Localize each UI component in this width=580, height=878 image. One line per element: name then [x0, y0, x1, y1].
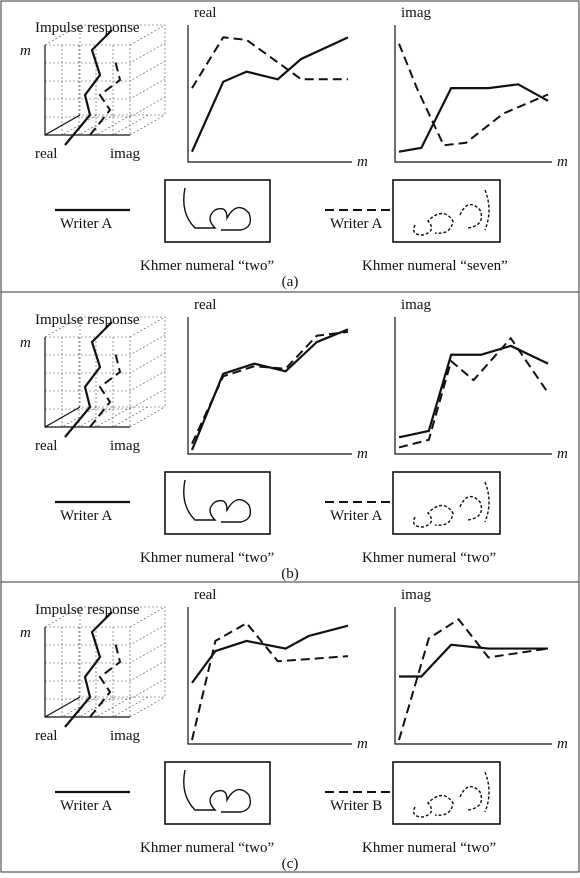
dashed-curve [399, 44, 548, 146]
legend-label: Writer A [60, 508, 112, 524]
chart-label: real [194, 587, 216, 603]
legend-label: Writer A [330, 508, 382, 524]
impulse-curve [65, 30, 112, 145]
cube-axis-label: imag [110, 438, 140, 454]
dashed-curve [192, 623, 348, 740]
cube-axis-label: real [35, 728, 57, 744]
cube-axis-label: real [35, 146, 57, 162]
panel-label: (b) [281, 566, 299, 582]
panel-label: (c) [282, 856, 299, 872]
cube-axis-label: m [20, 335, 31, 351]
impulse-curve [65, 322, 112, 437]
cube-axis-label: m [20, 43, 31, 59]
cube-grid [45, 317, 165, 427]
legend-label: Writer A [330, 216, 382, 232]
handwriting [414, 190, 489, 235]
chart-axis-label: m [557, 736, 568, 752]
dashed-curve [192, 332, 348, 444]
handwriting [414, 482, 489, 527]
solid-curve [192, 626, 348, 683]
cube-axis-label: imag [110, 146, 140, 162]
chart-label: real [194, 297, 216, 313]
chart-axis-label: m [357, 154, 368, 170]
figure: Impulse responsemrealimagrealmimagmWrite… [0, 0, 580, 873]
cube-axis-label: m [20, 625, 31, 641]
cube-axis-label: real [35, 438, 57, 454]
handwriting [184, 770, 251, 812]
chart-label: imag [401, 587, 431, 603]
cube-title: Impulse response [35, 20, 140, 36]
cube-title: Impulse response [35, 312, 140, 328]
solid-curve [399, 645, 548, 677]
solid-curve [192, 329, 348, 450]
sample-box [393, 762, 500, 824]
chart-axis [188, 25, 352, 162]
sample-caption: Khmer numeral “two” [362, 840, 496, 856]
cube-grid [45, 607, 165, 717]
chart-axis-label: m [357, 736, 368, 752]
chart-label: real [194, 5, 216, 21]
frame [1, 1, 579, 872]
chart-axis-label: m [557, 446, 568, 462]
chart-axis-label: m [557, 154, 568, 170]
handwriting [184, 188, 251, 230]
chart-label: imag [401, 297, 431, 313]
chart-axis [188, 607, 352, 744]
sample-box [165, 180, 270, 242]
solid-curve [399, 84, 548, 151]
chart-label: imag [401, 5, 431, 21]
cube-axis-label: imag [110, 728, 140, 744]
dashed-curve [192, 37, 348, 88]
panel-label: (a) [282, 274, 299, 290]
sample-box [165, 472, 270, 534]
sample-box [393, 472, 500, 534]
legend-label: Writer A [60, 798, 112, 814]
sample-caption: Khmer numeral “two” [140, 840, 274, 856]
sample-caption: Khmer numeral “two” [140, 550, 274, 566]
sample-box [393, 180, 500, 242]
chart-axis [395, 25, 552, 162]
cube-title: Impulse response [35, 602, 140, 618]
solid-curve [192, 37, 348, 151]
dashed-curve [399, 619, 548, 740]
legend-label: Writer B [330, 798, 382, 814]
sample-caption: Khmer numeral “two” [140, 258, 274, 274]
sample-caption: Khmer numeral “two” [362, 550, 496, 566]
cube-grid [45, 25, 165, 135]
chart-axis-label: m [357, 446, 368, 462]
handwriting [184, 480, 251, 522]
sample-box [165, 762, 270, 824]
legend-label: Writer A [60, 216, 112, 232]
handwriting [414, 772, 489, 817]
impulse-curve [65, 612, 112, 727]
sample-caption: Khmer numeral “seven” [362, 258, 508, 274]
